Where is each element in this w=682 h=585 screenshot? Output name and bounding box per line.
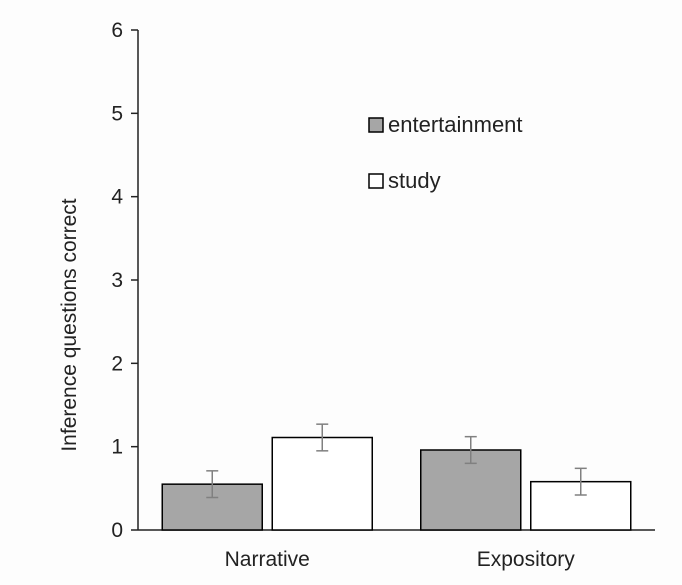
legend-label-study: study [388, 168, 441, 193]
y-axis: 0 1 2 3 4 5 6 [111, 19, 139, 542]
error-bars [206, 423, 587, 499]
y-tick-label: 1 [111, 436, 123, 459]
bars [161, 436, 632, 531]
legend: entertainment study [368, 112, 523, 193]
x-category-label: Expository [477, 548, 576, 571]
y-axis-label: Inference questions correct [58, 198, 81, 451]
bar-study-narrative [271, 436, 373, 531]
x-axis: Narrative Expository [138, 529, 655, 571]
y-tick-label: 3 [111, 269, 123, 292]
y-tick-label: 5 [111, 102, 123, 125]
y-tick-label: 6 [111, 19, 123, 42]
legend-swatch-entertainment [368, 117, 384, 133]
legend-label-entertainment: entertainment [388, 112, 523, 137]
y-tick-label: 0 [111, 519, 123, 542]
x-category-label: Narrative [225, 548, 310, 571]
legend-swatch-study [368, 173, 384, 189]
y-tick-label: 4 [111, 186, 123, 209]
y-tick-label: 2 [111, 352, 123, 375]
